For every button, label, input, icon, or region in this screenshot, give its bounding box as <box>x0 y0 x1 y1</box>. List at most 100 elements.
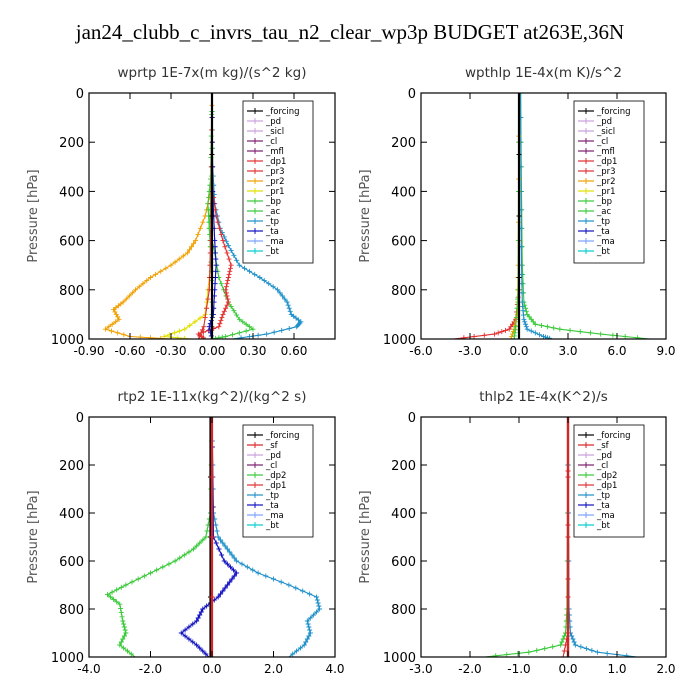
series-point-ta <box>186 624 192 630</box>
series-point-tp <box>247 268 253 274</box>
y-tick-label: 800 <box>59 284 84 299</box>
series-point-tp <box>215 534 221 540</box>
legend-marker <box>252 462 258 468</box>
series-point-dp1 <box>218 318 224 324</box>
legend-marker <box>252 188 258 194</box>
y-tick-label: 200 <box>59 136 84 151</box>
series-point-bp <box>240 319 246 325</box>
series-point-tp <box>225 243 231 249</box>
series-point-ta <box>213 268 219 274</box>
series-point-tp <box>314 597 320 603</box>
series-point-dp1 <box>220 311 226 317</box>
series-point-dp2 <box>534 647 540 653</box>
legend-marker <box>583 522 589 528</box>
legend-marker <box>583 118 589 124</box>
series-point-dp2 <box>148 570 153 576</box>
legend-marker <box>583 432 589 438</box>
legend: _forcing_pd_sicl_cl_mfl_dp1_pr3_pr2_pr1_… <box>573 100 645 264</box>
series-point-tp <box>271 576 276 582</box>
legend-entry: _bp <box>596 197 612 207</box>
legend-marker <box>252 492 258 498</box>
series-line-dp1 <box>453 93 520 339</box>
series-point-forcing <box>516 275 522 280</box>
series-point-pr2 <box>168 262 174 268</box>
series-point-dp2 <box>104 592 110 598</box>
legend-marker <box>583 138 589 144</box>
legend-entry: _forcing <box>596 431 631 441</box>
legend-marker <box>252 432 258 438</box>
y-tick-label: 200 <box>391 136 416 151</box>
series-point-dp2 <box>141 573 147 579</box>
series-point-dp2 <box>204 528 210 534</box>
series-point-tp <box>286 326 292 332</box>
series-point-tp <box>250 567 256 573</box>
series-point-tp <box>300 588 306 594</box>
series-point-ta <box>216 546 222 552</box>
legend: _forcing_pd_sicl_cl_mfl_dp1_pr3_pr2_pr1_… <box>242 100 314 264</box>
series-point-bp <box>231 308 237 314</box>
legend-entry: _pr3 <box>265 167 285 177</box>
series-point-ta <box>212 250 218 256</box>
legend-marker <box>252 128 258 134</box>
y-tick-label: 1000 <box>51 333 84 348</box>
series-point-dp1 <box>481 332 487 338</box>
series-point-tp <box>307 630 313 636</box>
series-point-ta <box>197 612 203 618</box>
series-point-ta <box>194 618 200 624</box>
series-point-bp <box>634 335 640 339</box>
series-point-tp <box>303 639 309 645</box>
legend-marker <box>252 228 258 234</box>
legend-entry: _bt <box>265 521 280 531</box>
series-point-dp1 <box>224 250 230 256</box>
series-point-pr2 <box>184 250 190 256</box>
series-point-bp <box>622 334 628 339</box>
figure-title: jan24_clubb_c_invrs_tau_n2_clear_wp3p BU… <box>75 20 625 44</box>
series-point-pr1 <box>182 326 188 332</box>
series-point-pr2 <box>136 284 142 290</box>
series-point-ta <box>231 573 237 579</box>
series-point-dp2 <box>120 636 126 642</box>
y-tick-label: 600 <box>391 235 416 250</box>
series-point-tp <box>293 585 299 591</box>
series-point-pr2 <box>115 330 121 336</box>
legend-entry: _pd <box>596 451 612 461</box>
series-point-ta <box>212 244 218 250</box>
series-point-dp1 <box>225 299 231 305</box>
series-point-tp <box>315 600 321 606</box>
series-point-pr2 <box>109 321 115 327</box>
x-tick-label: -0.30 <box>155 344 186 358</box>
series-point-sf <box>565 534 571 540</box>
series-point-bp <box>523 305 529 311</box>
series-point-tp <box>220 540 226 546</box>
series-point-ta <box>182 633 188 639</box>
series-point-tp <box>522 319 528 325</box>
x-tick-label: 1.0 <box>607 662 626 676</box>
series-point-dp2 <box>128 651 134 657</box>
x-tick-label: 2.0 <box>264 662 283 676</box>
series-point-pr3 <box>198 330 204 336</box>
series-point-ta <box>194 642 200 648</box>
legend-marker <box>252 168 258 174</box>
series-point-dp2 <box>114 599 120 605</box>
legend-marker <box>252 502 258 508</box>
series-point-tp <box>270 284 276 290</box>
series-point-dp2 <box>191 546 197 552</box>
series-point-tp <box>290 651 296 657</box>
series-point-forcing <box>207 417 213 420</box>
series-point-dp2 <box>121 645 127 651</box>
series-point-dp2 <box>515 650 521 656</box>
y-tick-label: 200 <box>59 459 84 474</box>
y-tick-label: 0 <box>408 87 416 102</box>
series-point-tp <box>520 303 526 309</box>
series-point-tp <box>304 636 310 642</box>
legend-marker <box>583 188 589 194</box>
series-point-dp2 <box>200 537 206 543</box>
series-point-tp <box>257 275 263 280</box>
series-point-pr2 <box>109 328 115 334</box>
series-point-dp2 <box>194 543 200 549</box>
x-tick-label: 4.0 <box>325 662 344 676</box>
series-point-dp1 <box>499 329 505 335</box>
series-point-ta <box>204 603 210 609</box>
series-point-ta <box>197 645 203 651</box>
series-point-tp <box>284 299 290 305</box>
